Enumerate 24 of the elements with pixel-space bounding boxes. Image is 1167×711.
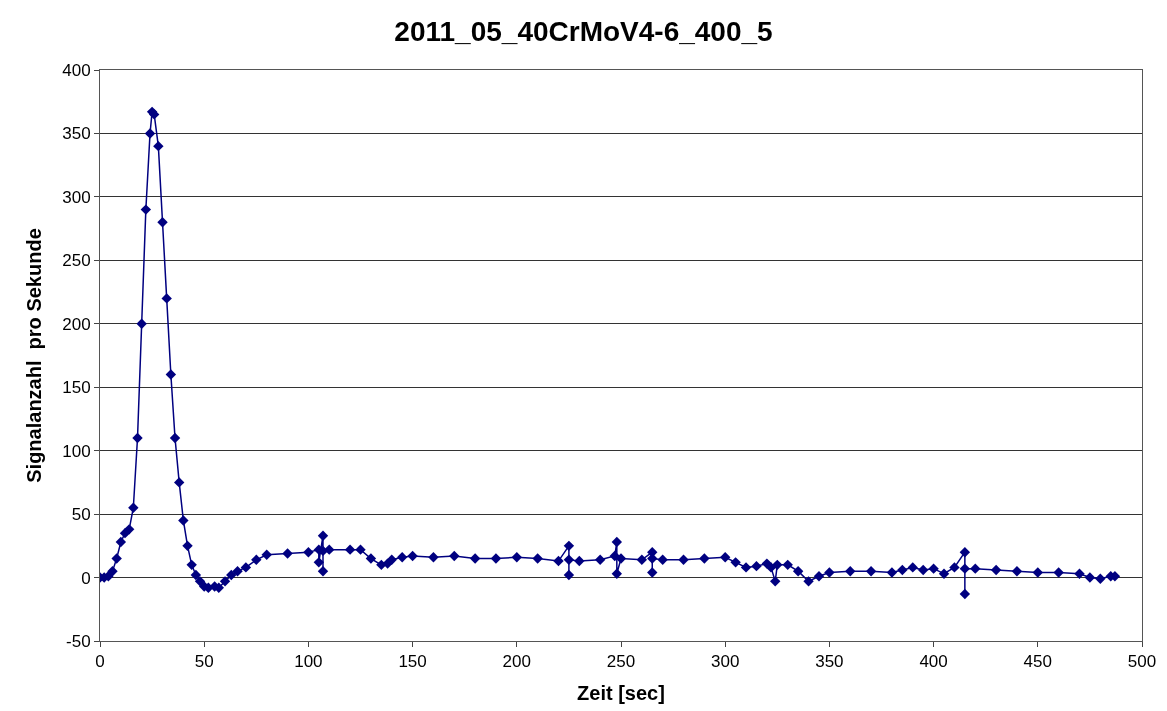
y-tick-label: 200 (62, 314, 91, 334)
x-tick-label: 100 (294, 652, 323, 672)
y-tick-label: 250 (62, 251, 91, 271)
x-tick-label: 500 (1127, 652, 1157, 672)
x-tick-label: 350 (815, 652, 844, 672)
x-tick-label: 300 (711, 652, 740, 672)
y-tick-label: 400 (62, 60, 91, 80)
x-tick-label: 200 (502, 652, 531, 672)
x-axis-title: Zeit [sec] (577, 681, 665, 704)
chart-title: 2011_05_40CrMoV4-6_400_5 (394, 15, 773, 47)
y-tick-label: 300 (62, 187, 91, 207)
y-tick-label: 350 (62, 124, 91, 144)
y-tick-label: 150 (62, 378, 91, 398)
x-tick-label: 150 (398, 652, 427, 672)
y-tick-label: 100 (62, 441, 91, 461)
x-tick-label: 400 (919, 652, 948, 672)
y-axis-title: Signalanzahl pro Sekunde (22, 228, 45, 483)
x-tick-label: 250 (606, 652, 636, 672)
x-tick-label: 50 (194, 652, 214, 672)
y-tick-label: -50 (66, 631, 91, 651)
y-tick-label: 50 (71, 505, 91, 525)
y-tick-label: 0 (81, 568, 91, 588)
x-tick-label: 0 (95, 652, 105, 672)
x-tick-label: 450 (1023, 652, 1052, 672)
